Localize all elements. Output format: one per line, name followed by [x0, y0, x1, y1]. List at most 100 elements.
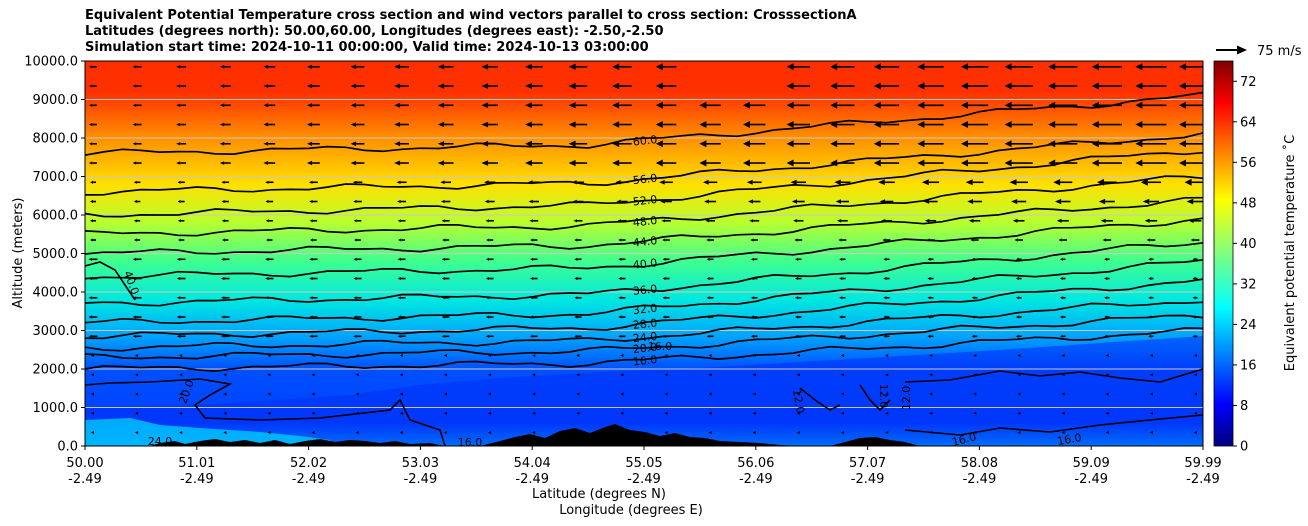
- y-tick-label: 5000.0: [33, 247, 79, 262]
- wind-vector-arrow-icon: [568, 102, 576, 109]
- wind-vector-arrow-icon: [481, 63, 489, 70]
- wind-vector-arrow-icon: [568, 63, 576, 70]
- wind-vector-arrow-icon: [444, 353, 447, 358]
- wind-vector-arrow-icon: [307, 103, 313, 108]
- wind-vector-arrow-icon: [133, 199, 137, 204]
- wind-vector-arrow-icon: [796, 430, 800, 435]
- wind-vector-arrow-icon: [353, 219, 357, 223]
- wind-vector-arrow-icon: [353, 296, 357, 300]
- wind-vector-arrow-icon: [612, 121, 620, 128]
- wind-vector-arrow-icon: [1104, 315, 1108, 319]
- wind-vector-arrow-icon: [879, 199, 886, 204]
- wind-vector-arrow-icon: [89, 65, 93, 69]
- wind-vector-arrow-icon: [830, 140, 838, 148]
- wind-vector-arrow-icon: [796, 411, 800, 415]
- wind-vector-arrow-icon: [132, 84, 137, 88]
- colorbar: 0 8 16 24 32 40 48 56 64 72 Equivalent potential …: [1213, 60, 1298, 455]
- wind-vector-arrow-icon: [750, 276, 754, 281]
- colorbar-tick-label: 24: [1240, 318, 1257, 333]
- wind-vector-arrow-icon: [485, 334, 489, 338]
- wind-vector-arrow-icon: [1060, 257, 1063, 261]
- wind-vector-arrow-icon: [397, 315, 401, 319]
- wind-vector-arrow-icon: [568, 140, 576, 147]
- wind-vector-arrow-icon: [353, 334, 357, 338]
- wind-vector-arrow-icon: [309, 296, 313, 300]
- wind-vector-arrow-icon: [311, 392, 315, 396]
- wind-vector-arrow-icon: [839, 276, 843, 281]
- wind-vector-arrow-icon: [839, 257, 843, 261]
- isotherm-label: 16.0: [632, 353, 658, 368]
- wind-vector-arrow-icon: [132, 122, 137, 127]
- wind-vector-arrow-icon: [1060, 276, 1063, 281]
- wind-vector-arrow-icon: [530, 334, 534, 338]
- wind-vector-arrow-icon: [708, 373, 712, 377]
- isotherm-label: 12.0: [900, 386, 913, 411]
- colorbar-tick-label: 8: [1240, 399, 1248, 414]
- x-tick-label-lat: 57.07: [849, 456, 886, 471]
- wind-vector-arrow-icon: [750, 296, 754, 300]
- wind-vector-arrow-icon: [441, 296, 445, 300]
- y-tick-label: 1000.0: [33, 401, 79, 416]
- wind-vector-arrow-icon: [1004, 140, 1012, 148]
- x-axis-label-2: Longitude (degrees E): [559, 503, 703, 518]
- wind-vector-arrow-icon: [485, 276, 489, 281]
- wind-vector-arrow-icon: [309, 219, 313, 223]
- x-tick-label-lon: -2.49: [68, 472, 102, 487]
- wind-vector-arrow-icon: [1194, 353, 1197, 358]
- wind-vector-arrow-icon: [91, 430, 94, 435]
- wind-vector-arrow-icon: [662, 276, 666, 281]
- wind-vector-arrow-icon: [1105, 373, 1109, 377]
- wind-vector-arrow-icon: [88, 276, 93, 281]
- wind-vector-arrow-icon: [706, 257, 710, 261]
- wind-vector-arrow-icon: [841, 392, 844, 396]
- wind-vector-arrow-icon: [568, 82, 576, 90]
- plot-area: 16.020.024.028.032.036.040.044.048.052.0…: [84, 60, 1204, 447]
- wind-vector-arrow-icon: [917, 121, 925, 128]
- x-tick-label-lon: -2.49: [963, 472, 997, 487]
- wind-vector-arrow-icon: [394, 160, 401, 166]
- wind-vector-arrow-icon: [706, 276, 710, 281]
- wind-vector-arrow-icon: [917, 140, 925, 148]
- wind-vector-arrow-icon: [917, 159, 925, 167]
- wind-vector-arrow-icon: [929, 373, 933, 377]
- wind-vector-arrow-icon: [883, 257, 887, 261]
- x-axis: 50.00-2.4951.01-2.4952.02-2.4953.03-2.49…: [66, 446, 1222, 487]
- wind-vector-arrow-icon: [873, 121, 881, 128]
- wind-vector-arrow-icon: [620, 353, 624, 358]
- colorbar-tick-label: 32: [1240, 277, 1257, 292]
- wind-vector-arrow-icon: [699, 121, 707, 128]
- wind-vector-arrow-icon: [837, 219, 842, 223]
- wind-vector-arrow-icon: [574, 334, 578, 338]
- wind-vector-arrow-icon: [91, 392, 94, 396]
- wind-vector-arrow-icon: [394, 102, 401, 108]
- wind-vector-arrow-icon: [350, 83, 357, 89]
- colorbar-ticks: 0 8 16 24 32 40 48 56 64 72: [1233, 75, 1257, 455]
- wind-vector-arrow-icon: [350, 64, 357, 70]
- wind-vector-arrow-icon: [708, 411, 712, 415]
- wind-vector-arrow-icon: [1004, 82, 1012, 90]
- x-tick-label-lat: 52.02: [290, 456, 327, 471]
- wind-vector-arrow-icon: [397, 257, 401, 261]
- wind-vector-arrow-icon: [786, 159, 794, 167]
- wind-vector-arrow-icon: [885, 411, 889, 415]
- wind-vector-arrow-icon: [1048, 101, 1056, 109]
- wind-vector-arrow-icon: [353, 257, 357, 261]
- wind-vector-arrow-icon: [1149, 353, 1153, 358]
- wind-vector-arrow-icon: [350, 141, 357, 147]
- y-tick-label: 0.0: [57, 440, 78, 455]
- wind-vector-arrow-icon: [176, 84, 181, 88]
- wind-vector-arrow-icon: [1004, 101, 1012, 109]
- wind-vector-arrow-icon: [397, 199, 401, 204]
- isotherm-line: [85, 314, 1203, 360]
- wind-vector-arrow-icon: [481, 102, 489, 109]
- colorbar-tick-label: 64: [1240, 115, 1257, 130]
- warm-surface-patch: [85, 418, 330, 446]
- wind-vector-arrow-icon: [655, 63, 663, 71]
- wind-vector-arrow-icon: [664, 392, 668, 396]
- wind-vector-arrow-icon: [219, 161, 225, 165]
- wind-vector-arrow-icon: [177, 199, 181, 204]
- wind-vector-arrow-icon: [973, 373, 977, 377]
- wind-vector-arrow-icon: [1148, 276, 1152, 281]
- wind-vector-arrow-icon: [786, 82, 794, 90]
- wind-vector-arrow-icon: [1055, 198, 1062, 205]
